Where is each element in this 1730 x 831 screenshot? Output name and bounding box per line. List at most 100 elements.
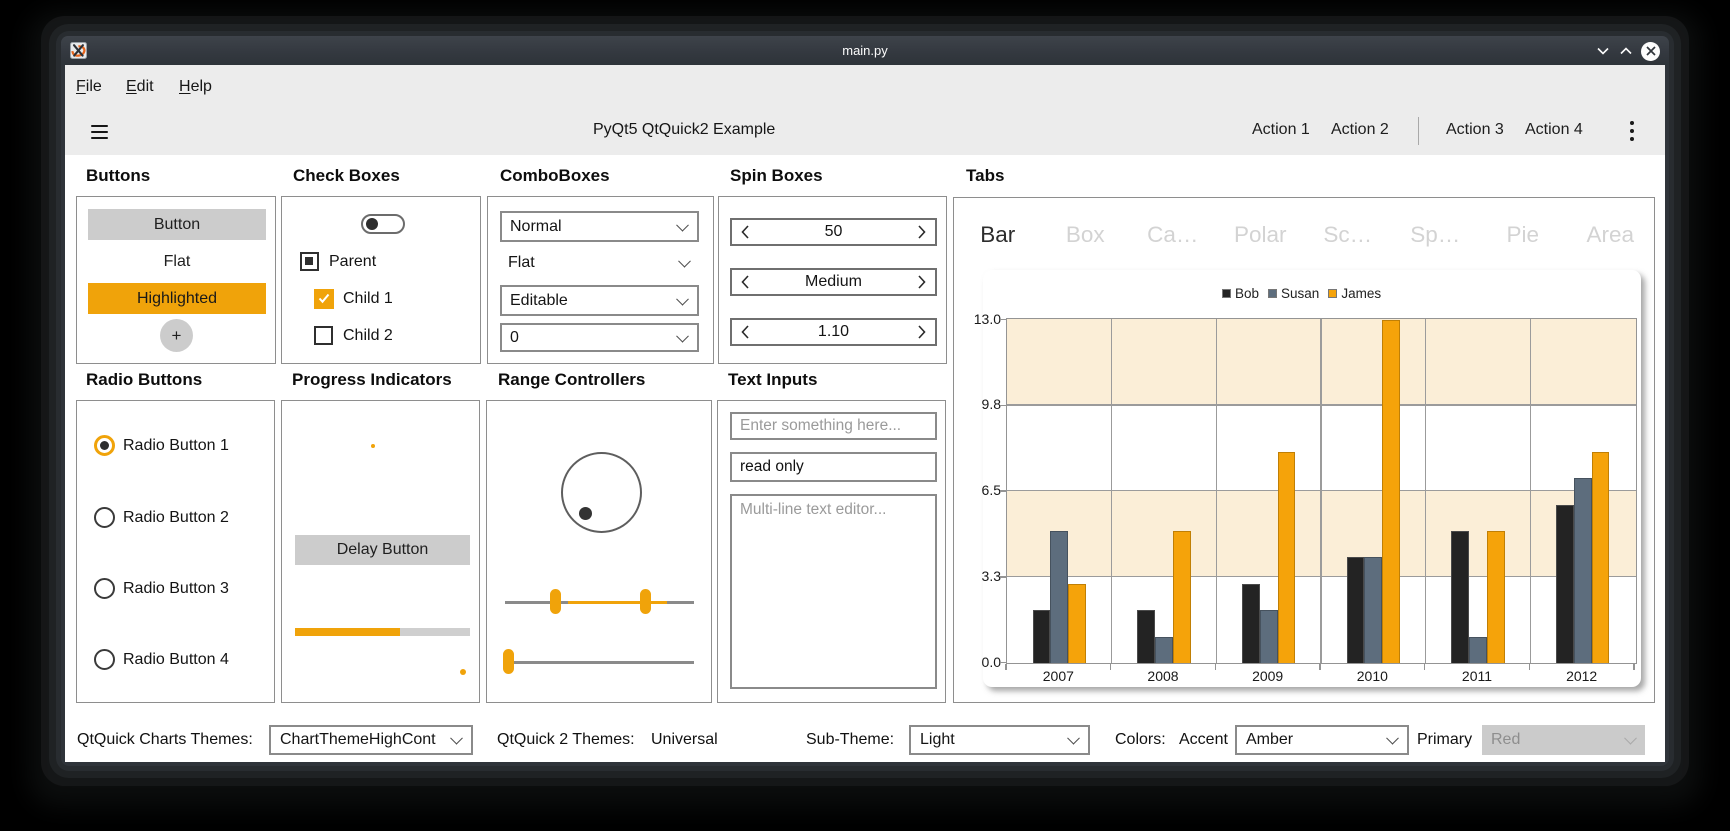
- hamburger-menu-icon[interactable]: [91, 125, 108, 139]
- bar-bob-2007: [1032, 610, 1051, 663]
- toolbar: PyQt5 QtQuick2 Example Action 1 Action 2…: [65, 108, 1665, 155]
- normal-button[interactable]: Button: [88, 209, 266, 240]
- legend-item-susan: Susan: [1268, 286, 1319, 301]
- app-window: main.py File Edit Help PyQt5 QtQuick2 Ex…: [61, 36, 1669, 766]
- chevron-down-icon: [676, 329, 689, 343]
- x-axis-tick-label: 2009: [1252, 668, 1284, 684]
- range-slider-selection: [568, 601, 667, 604]
- close-button[interactable]: [1641, 41, 1660, 61]
- combobox-zero[interactable]: 0: [500, 323, 699, 352]
- round-button[interactable]: +: [160, 319, 193, 352]
- bar-bob-2009: [1242, 583, 1260, 663]
- toolbar-action-2[interactable]: Action 2: [1331, 121, 1389, 138]
- x-axis-tick-label: 2011: [1461, 668, 1493, 684]
- spinbox-text[interactable]: Medium: [730, 268, 937, 296]
- legend-swatch: [1268, 288, 1278, 298]
- range-slider-handle-high[interactable]: [640, 589, 651, 614]
- menu-file[interactable]: File: [76, 78, 102, 95]
- panel-checkboxes: Parent Child 1 Child 2: [281, 196, 481, 364]
- menubar: File Edit Help: [65, 65, 1665, 108]
- x-axis-tick: [1633, 664, 1635, 670]
- panel-buttons: Button Flat Highlighted +: [76, 196, 276, 364]
- bar-james-2007: [1068, 583, 1086, 663]
- toolbar-action-3[interactable]: Action 3: [1446, 121, 1504, 138]
- bar-james-2008: [1172, 531, 1191, 663]
- panel-spinboxes: 50 Medium 1.10: [718, 196, 947, 364]
- tab-polar[interactable]: Polar: [1233, 222, 1287, 247]
- primary-combobox[interactable]: Red: [1482, 725, 1645, 755]
- toggle-switch[interactable]: [361, 214, 405, 234]
- chevron-up-icon: [1620, 47, 1632, 55]
- charts-theme-combobox[interactable]: ChartThemeHighCont: [269, 725, 473, 755]
- combobox-flat[interactable]: Flat: [500, 248, 699, 278]
- tab-candlestick[interactable]: Ca…: [1147, 222, 1199, 247]
- menu-help[interactable]: Help: [179, 78, 212, 95]
- x-axis-tick: [1423, 664, 1426, 670]
- tab-box[interactable]: Box: [1065, 222, 1105, 247]
- x-axis-tick: [1214, 664, 1217, 670]
- group-title-range: Range Controllers: [498, 370, 646, 389]
- titlebar[interactable]: main.py: [61, 36, 1669, 65]
- delay-button[interactable]: Delay Button: [295, 535, 470, 565]
- radio-icon[interactable]: [94, 578, 115, 599]
- menu-edit[interactable]: Edit: [126, 78, 154, 95]
- gridline-horizontal: [1007, 575, 1636, 577]
- colors-label: Colors:: [1115, 731, 1166, 748]
- tab-pie[interactable]: Pie: [1506, 222, 1540, 247]
- radio-icon[interactable]: [94, 507, 115, 528]
- spinbox-int[interactable]: 50: [730, 218, 937, 246]
- tab-area[interactable]: Area: [1586, 222, 1635, 247]
- toolbar-separator: [1418, 117, 1419, 145]
- checkbox-checked-icon[interactable]: [314, 289, 334, 309]
- checkbox-partial-icon[interactable]: [300, 252, 319, 271]
- minimize-button[interactable]: [1596, 45, 1610, 57]
- bar-susan-2010: [1364, 557, 1383, 663]
- tab-spline[interactable]: Sp…: [1410, 222, 1461, 247]
- bar-james-2009: [1277, 451, 1296, 663]
- bar-chart: Bob Susan James 0.0 3.3 6.5 9.8 13.0 2007 2008 20…: [974, 270, 1641, 687]
- panel-range: [486, 400, 712, 703]
- range-slider-handle-low[interactable]: [550, 589, 561, 614]
- x-axis-tick: [1319, 664, 1321, 670]
- accent-combobox[interactable]: Amber: [1235, 725, 1409, 755]
- tab-scatter[interactable]: Sc…: [1323, 222, 1373, 247]
- chevron-down-icon: [1386, 731, 1399, 745]
- group-title-checkboxes: Check Boxes: [293, 166, 400, 185]
- radio-icon[interactable]: [94, 649, 115, 670]
- text-field[interactable]: Enter something here...: [730, 412, 937, 440]
- maximize-button[interactable]: [1619, 45, 1633, 57]
- window-content: File Edit Help PyQt5 QtQuick2 Example Ac…: [65, 65, 1665, 762]
- subtheme-combobox[interactable]: Light: [909, 725, 1090, 755]
- legend-label: Bob: [1235, 285, 1260, 301]
- combobox-normal[interactable]: Normal: [500, 211, 699, 242]
- tab-bar-chart[interactable]: Bar: [980, 222, 1016, 247]
- chevron-right-icon: [918, 325, 926, 339]
- bar-susan-2008: [1155, 636, 1173, 663]
- flat-button[interactable]: Flat: [163, 253, 191, 270]
- chevron-left-icon: [741, 225, 749, 239]
- kebab-menu-icon[interactable]: [1629, 121, 1635, 141]
- spinbox-double[interactable]: 1.10: [730, 318, 937, 346]
- accent-label: Accent: [1179, 731, 1228, 748]
- slider-track[interactable]: [505, 661, 694, 664]
- range-slider-track[interactable]: [505, 601, 694, 604]
- chevron-down-icon: [676, 292, 689, 306]
- multiline-text-editor[interactable]: Multi-line text editor...: [730, 494, 937, 689]
- bar-susan-2011: [1469, 636, 1487, 663]
- toolbar-action-1[interactable]: Action 1: [1252, 121, 1310, 138]
- toolbar-title: PyQt5 QtQuick2 Example: [593, 121, 776, 138]
- readonly-text-field[interactable]: read only: [730, 452, 937, 482]
- toolbar-action-4[interactable]: Action 4: [1525, 121, 1583, 138]
- busy-indicator-dot: [460, 669, 466, 675]
- y-axis-tick-label: 9.8: [981, 396, 1001, 413]
- group-title-comboboxes: ComboBoxes: [500, 166, 610, 185]
- highlighted-button[interactable]: Highlighted: [88, 283, 266, 314]
- x-axis-tick: [1005, 664, 1007, 670]
- progress-bar: [295, 628, 470, 636]
- checkbox-unchecked-icon[interactable]: [314, 326, 333, 345]
- slider-handle[interactable]: [503, 649, 514, 674]
- radio-selected-icon[interactable]: [94, 435, 115, 456]
- combobox-editable[interactable]: Editable: [500, 285, 699, 316]
- dial[interactable]: [561, 452, 642, 533]
- y-axis-tick-label: 3.3: [981, 567, 1001, 584]
